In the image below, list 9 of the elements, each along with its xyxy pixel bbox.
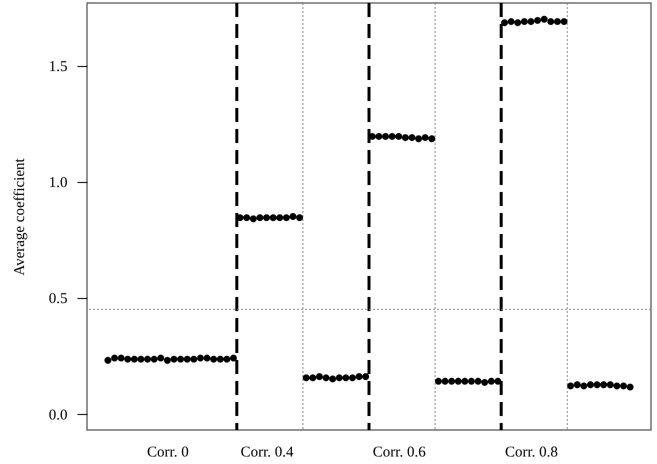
x-tick-label: Corr. 0.4 bbox=[240, 444, 294, 460]
y-tick-label: 0.0 bbox=[48, 407, 68, 424]
x-tick-label: Corr. 0.6 bbox=[372, 444, 426, 460]
x-tick-label: Corr. 0 bbox=[147, 444, 189, 460]
y-tick-label: 1.0 bbox=[48, 175, 68, 192]
y-tick-label: 0.5 bbox=[48, 291, 68, 308]
y-axis-title: Average coefficient bbox=[12, 158, 28, 276]
x-tick-label: Corr. 0.8 bbox=[504, 444, 558, 460]
y-tick-label: 1.5 bbox=[48, 59, 68, 76]
